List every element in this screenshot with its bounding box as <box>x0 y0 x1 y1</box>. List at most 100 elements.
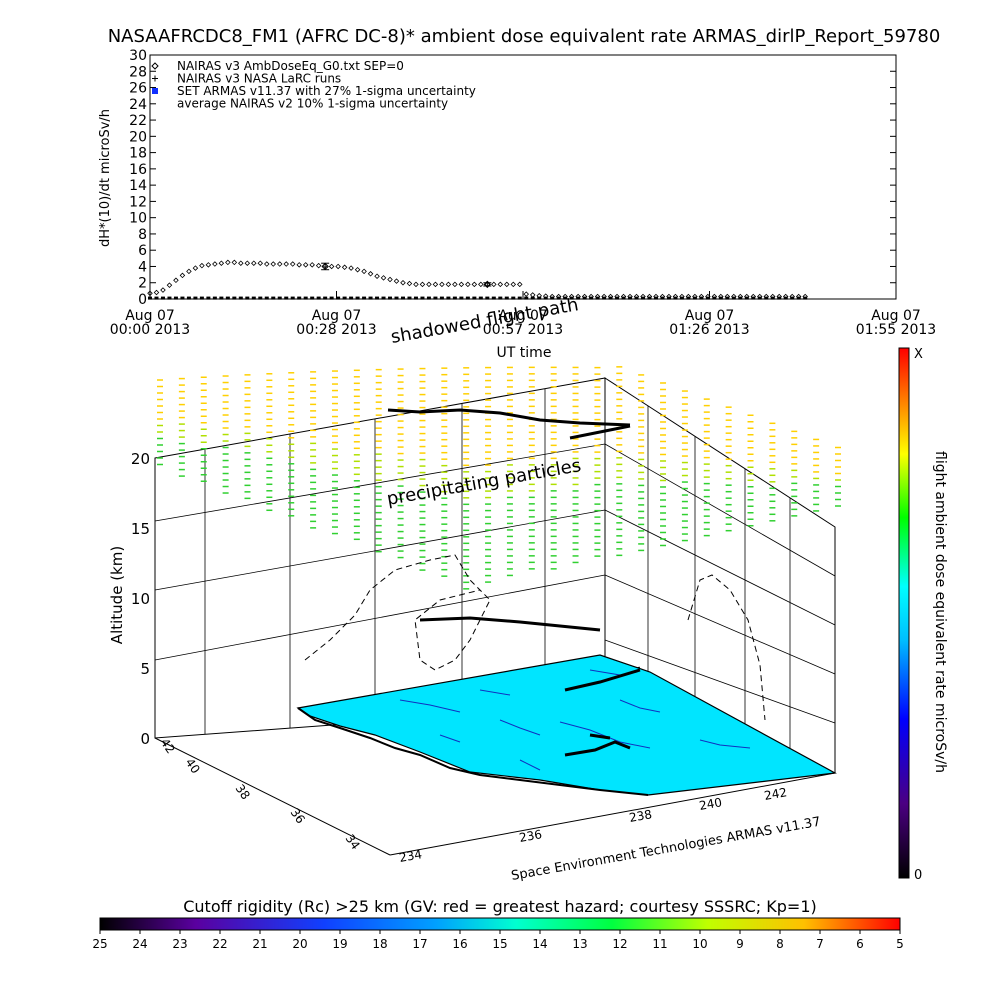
nairas-point <box>186 268 192 275</box>
legend-label: average NAIRAS v2 10% 1-sigma uncertaint… <box>177 97 448 111</box>
cutoff-tick-label: 18 <box>372 937 387 951</box>
armas-point <box>329 296 334 300</box>
armas-point <box>336 296 341 300</box>
x-tick-label-date: Aug 07 <box>125 308 175 324</box>
armas-point <box>563 296 568 300</box>
nairas-point <box>166 282 173 288</box>
cutoff-tick-label: 5 <box>896 937 904 951</box>
nairas-point <box>471 281 478 288</box>
nairas-point <box>484 281 491 288</box>
armas-point <box>465 296 470 300</box>
armas-point <box>394 296 399 300</box>
nairas-point <box>153 289 160 296</box>
average-point <box>321 262 329 271</box>
y-tick-label: 8 <box>138 227 147 243</box>
armas-point <box>498 296 503 300</box>
armas-point <box>517 296 522 300</box>
altitude-tick-label: 0 <box>140 730 150 748</box>
armas-point <box>167 296 172 300</box>
cutoff-tick-label: 12 <box>612 937 627 951</box>
nairas-point <box>439 281 445 288</box>
cutoff-tick-label: 10 <box>692 937 707 951</box>
armas-point <box>439 296 444 300</box>
shadowed-flight-path <box>304 554 766 721</box>
cutoff-colorbar-ticks: 25 24 23 22 21 20 19 18 17 16 15 14 13 12 11 10 9 8 7 6 5 <box>92 930 904 951</box>
nairas-point <box>478 281 484 288</box>
armas-point <box>641 296 646 300</box>
armas-point <box>258 296 263 300</box>
armas-point <box>303 296 308 300</box>
x-tick-label-date: Aug 07 <box>312 308 362 324</box>
armas-point <box>413 296 418 300</box>
armas-point <box>770 296 775 300</box>
x-tick-label-time: 00:28 2013 <box>296 322 376 338</box>
legend-symbol <box>152 88 158 94</box>
armas-point <box>180 296 185 300</box>
armas-point <box>537 296 542 300</box>
nairas-point <box>393 278 400 284</box>
dose-colorbar-max: X <box>914 347 923 362</box>
y-tick-label: 4 <box>138 259 147 275</box>
cutoff-colorbar-title: Cutoff rigidity (Rc) >25 km (GV: red = g… <box>183 897 817 916</box>
nairas-point <box>147 290 153 297</box>
nairas-point <box>361 268 367 275</box>
y-tick-label: 26 <box>129 81 147 97</box>
nairas-point <box>244 260 251 266</box>
nairas-point <box>380 275 387 281</box>
armas-point <box>764 296 769 300</box>
armas-point <box>712 296 717 300</box>
y-tick-label: 12 <box>129 194 147 210</box>
dose-colorbar: X 0 flight ambient dose equivalent rate … <box>898 347 948 883</box>
armas-point <box>459 296 464 300</box>
nairas-point <box>173 277 179 284</box>
nairas-point <box>523 291 530 297</box>
armas-point <box>628 296 633 300</box>
credit-label: Space Environment Technologies ARMAS v11… <box>510 815 822 884</box>
dose-colorbar-label: flight ambient dose equivalent rate micr… <box>932 451 948 773</box>
cutoff-tick-label: 19 <box>332 937 347 951</box>
y-tick-label: 2 <box>138 276 147 292</box>
cutoff-tick-label: 24 <box>132 937 147 951</box>
series-layer <box>147 259 808 300</box>
longitude-ticks: 234 236 238 240 242 <box>398 785 788 865</box>
nairas-point <box>199 262 205 269</box>
nairas-point <box>465 281 471 288</box>
armas-point <box>673 296 678 300</box>
nairas-point <box>179 272 186 279</box>
y-tick-label: 22 <box>129 113 147 129</box>
armas-point <box>219 296 224 300</box>
cutoff-tick-label: 15 <box>492 937 507 951</box>
nairas-point <box>296 262 302 268</box>
armas-point <box>543 296 548 300</box>
armas-point <box>608 296 613 300</box>
armas-point <box>290 296 295 300</box>
nairas-point <box>231 259 238 266</box>
cutoff-tick-label: 9 <box>736 937 744 951</box>
latitude-tick-label: 34 <box>343 832 363 853</box>
x-tick-label-time: 01:55 2013 <box>856 322 936 338</box>
armas-point <box>653 296 658 300</box>
nairas-point <box>283 261 289 267</box>
armas-point <box>355 296 360 300</box>
y-tick-label: 20 <box>129 129 147 145</box>
armas-point <box>530 296 535 300</box>
nairas-point <box>432 281 439 288</box>
armas-point <box>310 296 315 300</box>
coastline <box>297 707 649 796</box>
armas-point <box>491 296 496 300</box>
armas-point <box>660 296 665 300</box>
armas-point <box>595 296 600 300</box>
longitude-tick-label: 238 <box>628 807 653 825</box>
cutoff-tick-label: 16 <box>452 937 467 951</box>
armas-point <box>679 296 684 300</box>
armas-point <box>582 296 587 300</box>
armas-point <box>504 296 509 300</box>
y-tick-label: 18 <box>129 146 147 162</box>
land-area <box>296 654 837 796</box>
cutoff-tick-label: 13 <box>572 937 587 951</box>
armas-point <box>297 296 302 300</box>
armas-point <box>705 296 710 300</box>
